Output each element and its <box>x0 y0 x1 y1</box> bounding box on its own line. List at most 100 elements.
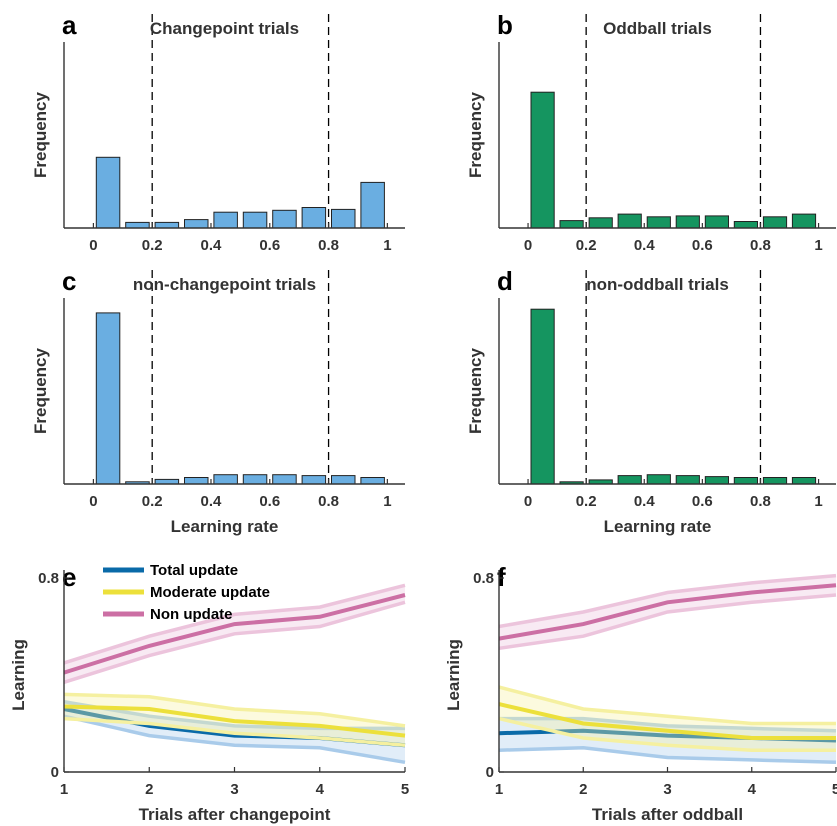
panel-e: e 0 0.8 1 2 3 4 5 Trials after changepoint Learni… <box>9 562 409 824</box>
x-tick-label: 3 <box>663 781 671 798</box>
x-tick-label: 0 <box>89 493 97 510</box>
x-tick-label: 0.8 <box>318 237 339 254</box>
panel-f: f 0 0.8 1 2 3 4 5 Trials after oddball Learning <box>444 562 837 824</box>
y-axis-label: Frequency <box>31 347 50 434</box>
x-tick-label: 0.4 <box>634 237 656 254</box>
chart-title: non-changepoint trials <box>133 275 316 294</box>
x-tick-label: 0.2 <box>576 237 597 254</box>
x-tick-label: 0.2 <box>142 493 163 510</box>
x-tick-label: 3 <box>230 781 238 798</box>
histogram-bar <box>647 217 670 228</box>
y-axis-label: Frequency <box>31 91 50 178</box>
histogram-bar <box>560 221 583 228</box>
histogram-bar <box>243 212 266 228</box>
legend-label: Moderate update <box>150 584 270 601</box>
histogram-bar <box>763 217 786 228</box>
histogram-bar <box>302 208 326 229</box>
histogram-bar <box>705 477 728 484</box>
x-tick-label: 1 <box>383 493 391 510</box>
y-tick-label: 0 <box>486 764 494 781</box>
histogram-bar <box>273 475 297 484</box>
y-axis-label: Frequency <box>466 347 485 434</box>
panel-letter: a <box>62 10 77 40</box>
x-tick-label: 0.8 <box>318 493 339 510</box>
chart-title: non-oddball trials <box>586 275 729 294</box>
histogram-bar <box>589 218 612 228</box>
x-axis-label: Learning rate <box>604 517 712 536</box>
x-tick-label: 2 <box>145 781 153 798</box>
x-tick-label: 0 <box>524 493 532 510</box>
histogram-bar <box>243 475 266 484</box>
legend-label: Total update <box>150 562 238 579</box>
histogram-bar <box>734 222 757 229</box>
y-tick-label: 0.8 <box>38 570 59 587</box>
histogram-bar <box>676 476 699 484</box>
histogram-bar <box>332 476 356 484</box>
histogram-bar <box>734 478 757 485</box>
x-tick-label: 1 <box>495 781 503 798</box>
x-tick-label: 0 <box>89 237 97 254</box>
histogram-bar <box>763 478 786 485</box>
histogram-bar <box>126 222 150 228</box>
x-tick-label: 5 <box>401 781 409 798</box>
x-tick-label: 0.6 <box>259 493 280 510</box>
histogram-bar <box>96 157 120 228</box>
x-axis-label: Trials after oddball <box>592 805 743 824</box>
y-axis-label: Learning <box>9 639 28 711</box>
x-tick-label: 0.8 <box>750 237 771 254</box>
histogram-bar <box>531 309 554 484</box>
x-axis-label: Trials after changepoint <box>139 805 331 824</box>
x-tick-label: 0.4 <box>201 493 223 510</box>
panel-c: c 0 0.2 0.4 0.6 0.8 1 non-changepoint trials Fre… <box>31 266 405 536</box>
panel-d: d 0 0.2 0.4 0.6 0.8 1 non-oddball trials Frequen… <box>466 266 836 536</box>
histogram-bar <box>96 313 120 484</box>
x-tick-label: 0.6 <box>692 237 713 254</box>
histogram-bar <box>647 475 670 484</box>
histogram-bar <box>361 478 385 485</box>
y-tick-label: 0.8 <box>473 570 494 587</box>
x-tick-label: 0.6 <box>692 493 713 510</box>
x-axis-label: Learning rate <box>171 517 279 536</box>
panel-b: b 0 0.2 0.4 0.6 0.8 1 Oddball trials Frequency <box>466 10 836 254</box>
x-tick-label: 0.2 <box>142 237 163 254</box>
x-tick-label: 0.6 <box>259 237 280 254</box>
x-tick-label: 0 <box>524 237 532 254</box>
legend-label: Non update <box>150 606 233 623</box>
histogram-bar <box>302 476 326 484</box>
histogram-bar <box>361 182 385 228</box>
x-tick-label: 0.4 <box>201 237 223 254</box>
y-tick-label: 0 <box>51 764 59 781</box>
y-axis-label: Learning <box>444 639 463 711</box>
panel-letter: d <box>497 266 513 296</box>
panel-letter: b <box>497 10 513 40</box>
chart-title: Oddball trials <box>603 19 712 38</box>
histogram-bar <box>273 210 297 228</box>
x-tick-label: 2 <box>579 781 587 798</box>
x-tick-label: 0.8 <box>750 493 771 510</box>
x-tick-label: 1 <box>60 781 68 798</box>
x-tick-label: 1 <box>383 237 391 254</box>
histogram-bar <box>705 216 728 228</box>
x-tick-label: 1 <box>814 493 822 510</box>
x-tick-label: 0.2 <box>576 493 597 510</box>
panel-a: a 0 0.2 0.4 0.6 0.8 1 Changepoint trials Frequen… <box>31 10 405 254</box>
histogram-bar <box>155 222 179 228</box>
histogram-bar <box>214 475 238 484</box>
histogram-bar <box>618 476 641 484</box>
x-tick-label: 1 <box>814 237 822 254</box>
histogram-bar <box>676 216 699 228</box>
panel-letter: c <box>62 266 76 296</box>
histogram-bar <box>332 209 356 228</box>
histogram-bar <box>792 478 815 485</box>
x-tick-label: 5 <box>832 781 837 798</box>
histogram-bar <box>185 220 209 228</box>
chart-title: Changepoint trials <box>150 19 299 38</box>
x-tick-label: 4 <box>316 781 325 798</box>
x-tick-label: 4 <box>748 781 757 798</box>
y-axis-label: Frequency <box>466 91 485 178</box>
histogram-bar <box>618 214 641 228</box>
histogram-bar <box>792 214 815 228</box>
histogram-bar <box>185 478 209 485</box>
histogram-bar <box>531 92 554 228</box>
